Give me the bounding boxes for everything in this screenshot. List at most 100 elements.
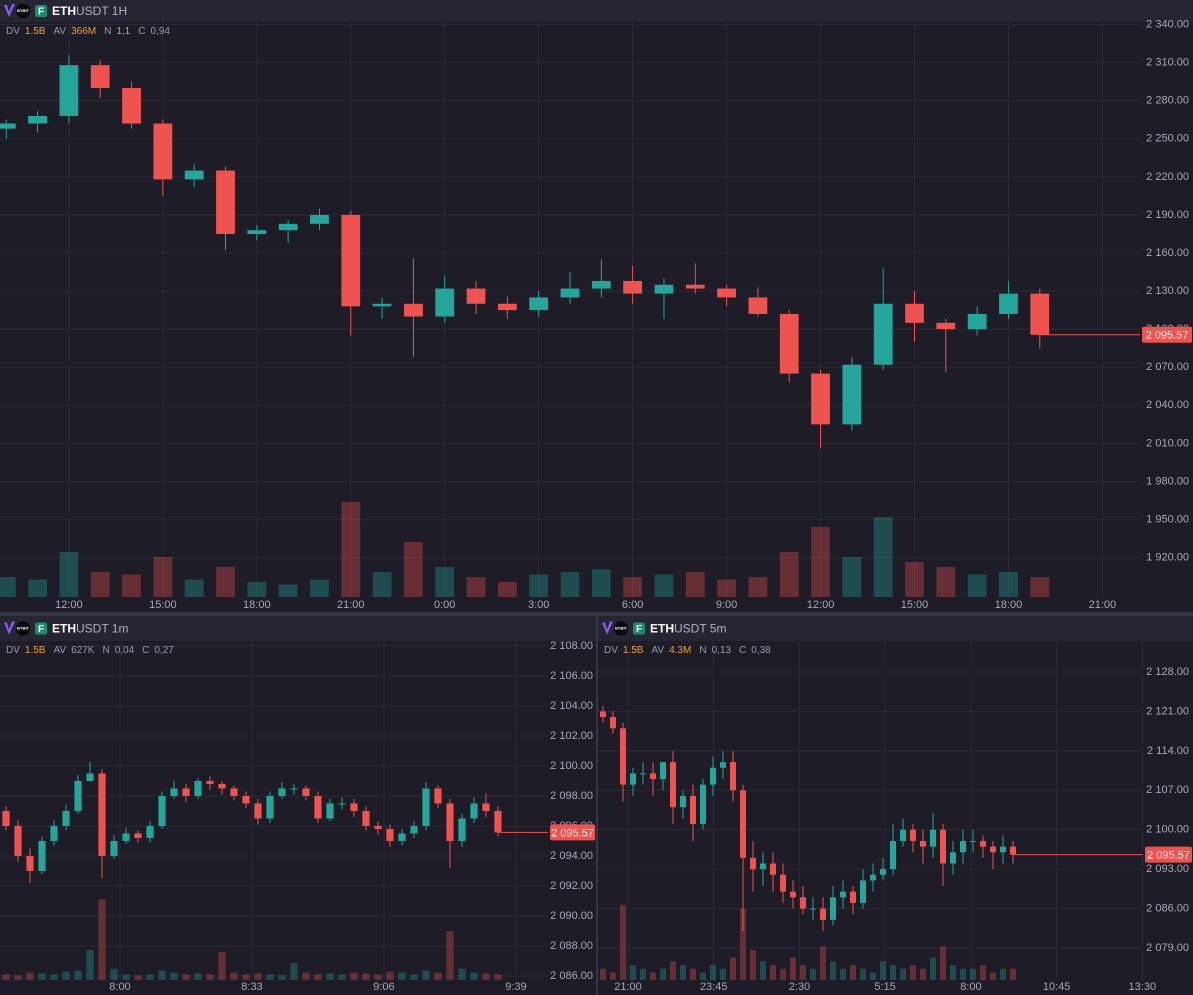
candle-body xyxy=(466,288,486,304)
x-tick-label: 0:00 xyxy=(434,599,455,611)
x-tick-label: 21:00 xyxy=(1089,599,1117,611)
volume-bar xyxy=(482,973,490,980)
candle-body xyxy=(717,288,736,298)
stat-label: AV xyxy=(53,645,66,656)
candle-body xyxy=(446,803,454,841)
volume-bar xyxy=(374,974,382,980)
candle-body xyxy=(680,795,686,808)
candle-body xyxy=(710,767,716,785)
candle-body xyxy=(880,869,886,875)
volume-bar xyxy=(218,951,226,980)
volume-bar xyxy=(690,968,696,980)
y-tick-label: 2 079.00 xyxy=(1146,942,1189,954)
stats-row: DV 1.5B AV 627K N 0,04 C 0,27 xyxy=(6,645,174,656)
y-tick-label: 2 100.00 xyxy=(1146,824,1189,836)
stat-value: 1.5B xyxy=(623,645,644,656)
volume-bar xyxy=(170,972,178,980)
candle-body xyxy=(610,717,616,729)
volume-bar xyxy=(760,961,766,980)
candle-body xyxy=(620,728,626,785)
candle-body xyxy=(146,825,154,838)
symbol: ETH xyxy=(650,622,674,636)
volume-bar xyxy=(620,905,626,980)
candle-body xyxy=(850,891,856,903)
volume-bar xyxy=(466,577,486,597)
candle-body xyxy=(690,795,696,825)
volume-bar xyxy=(404,542,423,597)
volume-bar xyxy=(372,572,392,597)
volume-bar xyxy=(14,975,22,980)
volume-bar xyxy=(730,957,736,980)
stat-value: 0,94 xyxy=(150,26,170,37)
panel-header xyxy=(0,0,1193,22)
stat-label: DV xyxy=(6,645,20,656)
y-tick-label: 1 950.00 xyxy=(1146,513,1189,525)
volume-bar xyxy=(650,972,656,980)
y-tick-label: 2 088.00 xyxy=(550,940,593,952)
stat-value: 1.5B xyxy=(25,645,46,656)
symbol: ETH xyxy=(52,4,76,18)
volume-bar xyxy=(310,579,329,597)
volume-bar xyxy=(98,899,106,980)
x-tick-label: 18:00 xyxy=(995,599,1023,611)
y-tick-label: 2 340.00 xyxy=(1146,18,1189,30)
volume-bar xyxy=(0,577,16,597)
candle-body xyxy=(86,773,94,781)
candle-body xyxy=(870,874,876,881)
candle-body xyxy=(830,897,836,920)
candle-body xyxy=(750,857,756,870)
y-tick-label: 2 190.00 xyxy=(1146,209,1189,221)
volume-bar xyxy=(302,972,310,980)
volume-bar xyxy=(206,974,214,980)
volume-bar xyxy=(623,577,643,597)
candle-body xyxy=(967,313,987,330)
volume-bar xyxy=(434,972,442,980)
volume-bar xyxy=(660,968,666,980)
volume-bar xyxy=(398,972,406,980)
volume-bar xyxy=(497,582,517,597)
candle-body xyxy=(910,829,916,841)
candle-body xyxy=(630,773,636,785)
volume-bar xyxy=(820,946,826,980)
volume-bar xyxy=(780,968,786,980)
volume-bar xyxy=(62,971,70,980)
candle-body xyxy=(1000,846,1006,853)
candle-body xyxy=(740,790,746,858)
volume-bar xyxy=(422,970,430,980)
stat-value: 627K xyxy=(71,645,95,656)
candle-body xyxy=(158,795,166,826)
volume-bar xyxy=(990,972,996,980)
candle-body xyxy=(873,303,893,365)
stat-label: AV xyxy=(53,26,66,37)
stat-label: AV xyxy=(651,645,664,656)
volume-bar xyxy=(26,972,34,980)
volume-bar xyxy=(920,968,926,980)
candle-body xyxy=(216,170,235,234)
candle-body xyxy=(720,762,726,768)
volume-bar xyxy=(890,965,896,980)
candle-body xyxy=(170,788,178,796)
y-tick-label: 1 980.00 xyxy=(1146,475,1189,487)
volume-bar xyxy=(905,562,924,597)
candle-body xyxy=(779,313,799,374)
volume-bar xyxy=(770,965,776,980)
candle-body xyxy=(640,773,646,775)
candle-body xyxy=(278,223,298,231)
volume-bar xyxy=(980,965,986,980)
candle-body xyxy=(266,795,274,819)
volume-bar xyxy=(940,946,946,980)
candle-body xyxy=(242,795,250,804)
volume-bar xyxy=(670,961,676,980)
stats-row: DV 1.5B AV 366M N 1,1 C 0,94 xyxy=(6,26,170,37)
candle-body xyxy=(842,364,862,425)
stats-row: DV 1.5B AV 4.3M N 0,13 C 0,38 xyxy=(604,645,771,656)
badge-box xyxy=(35,5,47,17)
x-tick-label: 6:00 xyxy=(622,599,643,611)
y-tick-label: 2 114.00 xyxy=(1147,745,1189,757)
chart-title: ETHUSDT 5m xyxy=(650,622,726,636)
candle-body xyxy=(482,803,490,811)
candle-body xyxy=(404,303,423,317)
y-tick-label: 2 100.00 xyxy=(550,760,593,772)
candle-body xyxy=(398,833,406,841)
